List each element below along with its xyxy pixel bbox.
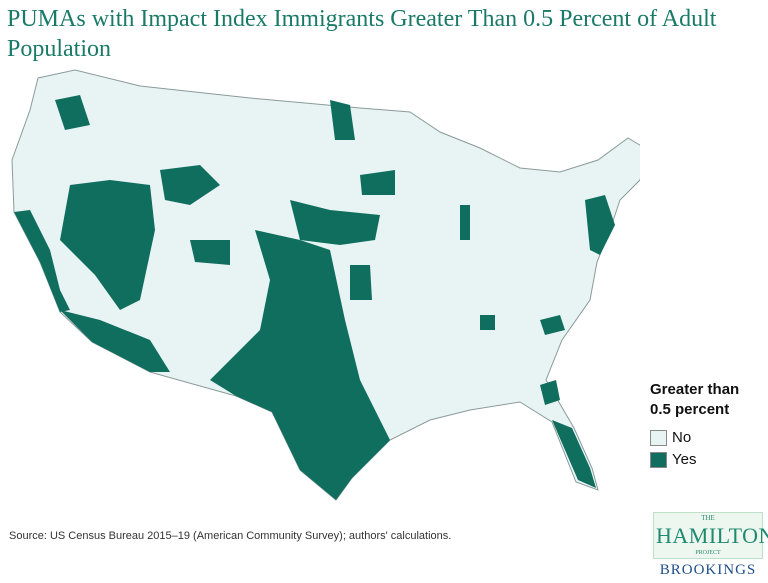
region-socal-arizona [60,310,170,372]
region-dakota [330,100,355,140]
logo-hamilton: HAMILTON [656,523,768,548]
us-puma-map [11,69,640,501]
region-northeast [585,195,615,255]
legend-title-line1: Greater than [650,381,740,398]
legend-item-no: No [650,428,739,448]
legend-title-line2: 0.5 percent [650,401,730,418]
region-colorado [190,240,230,265]
region-washington [55,95,90,130]
region-florida [552,420,596,488]
map-title: PUMAs with Impact Index Immigrants Great… [7,6,717,62]
legend-swatch-yes [650,452,667,468]
hamilton-brookings-logo: THE HAMILTON PROJECT BROOKINGS [653,512,768,580]
legend-swatch-no [650,430,667,446]
legend-item-yes: Yes [650,450,739,470]
hamilton-project-logo: THE HAMILTON PROJECT [653,512,768,559]
region-colorado-plains [290,200,380,245]
region-minnesota [360,170,395,195]
region-nevada [60,180,155,310]
legend: Greater than 0.5 percent No Yes [650,380,739,470]
region-nebraska [350,265,372,300]
region-texas [210,230,390,500]
region-idaho-wyoming [160,165,220,205]
legend-label-yes: Yes [672,451,697,468]
source-note: Source: US Census Bureau 2015–19 (Americ… [9,530,452,542]
legend-label-no: No [672,429,692,446]
yes-regions [14,95,615,500]
region-california-coast [14,210,70,312]
region-tennessee [480,315,495,330]
logo-brookings: BROOKINGS [659,562,757,578]
logo-project: PROJECT [695,550,721,556]
region-north-carolina [540,315,565,335]
region-chicago [460,205,470,240]
region-georgia [540,380,560,405]
logo-the: THE [701,514,715,522]
